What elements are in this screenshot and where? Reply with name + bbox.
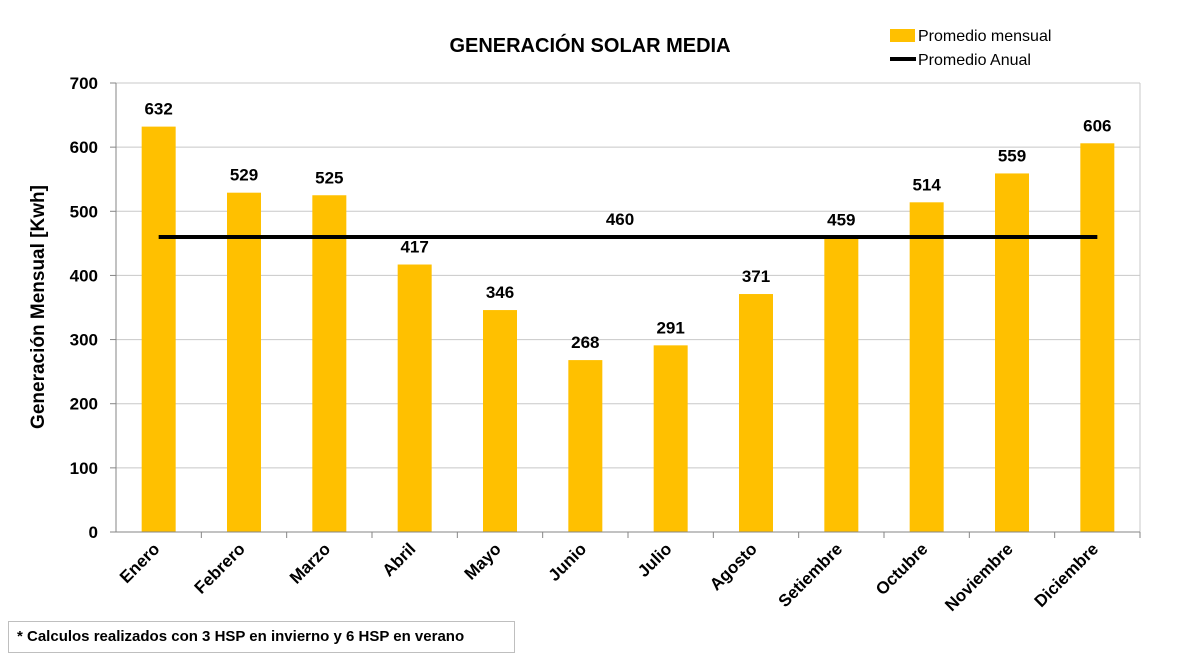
bar-julio <box>653 345 688 532</box>
data-label: 371 <box>742 267 770 286</box>
footnote: * Calculos realizados con 3 HSP en invie… <box>8 621 515 653</box>
legend-swatch-bar <box>890 29 915 42</box>
bar-junio <box>568 360 603 532</box>
y-tick-label: 0 <box>89 523 98 542</box>
x-tick-label: Mayo <box>461 539 505 583</box>
data-label: 268 <box>571 333 599 352</box>
data-label: 525 <box>315 168 343 187</box>
bar-agosto <box>739 294 773 532</box>
data-label: 529 <box>230 166 258 185</box>
data-label: 606 <box>1083 116 1111 135</box>
bar-mayo <box>483 310 517 532</box>
x-tick-label: Diciembre <box>1031 539 1103 611</box>
y-tick-label: 200 <box>70 395 98 414</box>
y-tick-label: 300 <box>70 331 98 350</box>
bar-diciembre <box>1080 143 1115 532</box>
legend-label: Promedio mensual <box>918 28 1051 45</box>
legend-label: Promedio Anual <box>918 52 1031 69</box>
data-label: 559 <box>998 146 1026 165</box>
bar-octubre <box>909 202 944 532</box>
y-tick-label: 700 <box>70 74 98 93</box>
x-tick-label: Octubre <box>872 539 932 599</box>
data-label: 459 <box>827 211 855 230</box>
y-tick-label: 500 <box>70 202 98 221</box>
y-tick-label: 400 <box>70 266 98 285</box>
bar-marzo <box>312 195 347 532</box>
x-tick-label: Noviembre <box>941 539 1017 615</box>
x-tick-label: Enero <box>116 539 164 587</box>
data-label: 632 <box>144 100 172 119</box>
x-tick-label: Junio <box>545 539 590 584</box>
data-label: 346 <box>486 283 514 302</box>
x-tick-label: Abril <box>379 539 420 580</box>
bar-febrero <box>227 192 261 533</box>
bar-setiembre <box>824 237 859 532</box>
bar-noviembre <box>995 173 1029 533</box>
x-tick-label: Marzo <box>286 539 334 587</box>
x-tick-label: Febrero <box>191 539 249 597</box>
chart-title: GENERACIÓN SOLAR MEDIA <box>449 33 730 57</box>
data-label: 291 <box>656 318 684 337</box>
x-tick-label: Agosto <box>706 539 761 594</box>
x-tick-label: Setiembre <box>775 539 847 611</box>
data-label: 417 <box>400 238 428 257</box>
y-tick-label: 600 <box>70 138 98 157</box>
average-label: 460 <box>606 210 634 229</box>
bar-enero <box>141 126 176 533</box>
y-tick-label: 100 <box>70 459 98 478</box>
x-tick-label: Julio <box>634 539 675 580</box>
bar-abril <box>397 264 432 532</box>
data-label: 514 <box>912 175 941 194</box>
y-axis-title: Generación Mensual [Kwh] <box>28 185 49 429</box>
